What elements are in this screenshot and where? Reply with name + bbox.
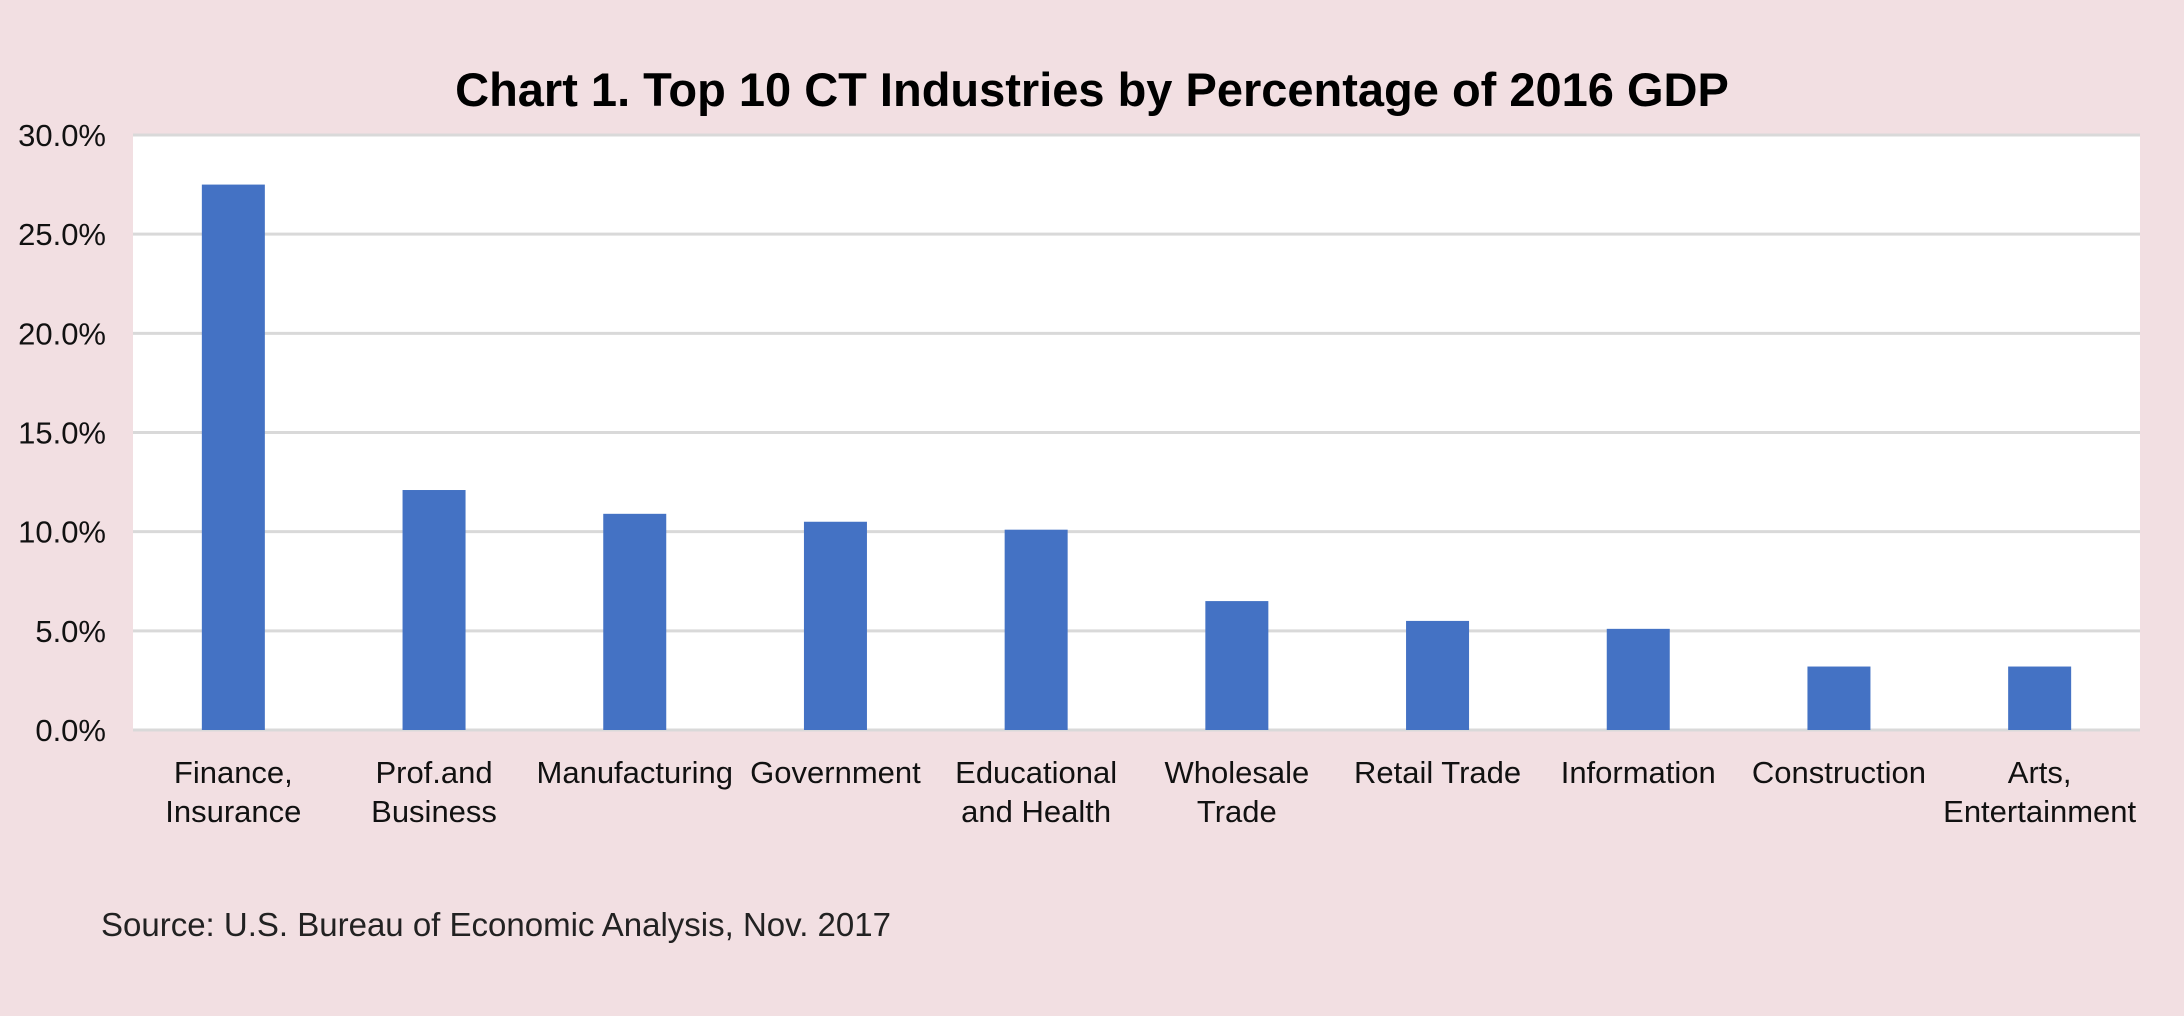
bar <box>1004 529 1068 730</box>
x-tick-label: Information <box>1561 755 1716 790</box>
bar <box>603 513 667 730</box>
x-tick-label: Retail Trade <box>1354 755 1521 790</box>
y-tick-label: 30.0% <box>18 118 106 153</box>
y-tick-label: 15.0% <box>18 416 106 451</box>
x-axis-ticks: Finance, Insurance Prof.and Business Manufac… <box>165 755 2136 829</box>
x-tick-label: Finance, Insurance <box>165 755 301 829</box>
bars <box>201 184 2072 731</box>
y-tick-label: 10.0% <box>18 515 106 550</box>
bar <box>201 184 265 731</box>
bar <box>402 490 466 730</box>
x-tick-label: Wholesale Trade <box>1164 755 1309 829</box>
x-tick-label: Government <box>750 755 921 790</box>
bar <box>1606 628 1670 730</box>
bar <box>2008 666 2072 730</box>
source-note: Source: U.S. Bureau of Economic Analysis… <box>101 906 891 943</box>
y-tick-label: 25.0% <box>18 217 106 252</box>
y-tick-label: 5.0% <box>35 614 106 649</box>
x-tick-label: Educational and Health <box>955 755 1117 829</box>
bar <box>1205 601 1269 730</box>
y-axis-ticks: 0.0% 5.0% 10.0% 15.0% 20.0% 25.0% 30.0% <box>18 118 106 748</box>
x-tick-label: Arts, Entertainment <box>1943 755 2136 829</box>
y-tick-label: 0.0% <box>35 713 106 748</box>
x-tick-label: Prof.and Business <box>371 755 497 829</box>
bar <box>803 521 867 730</box>
bar <box>1406 620 1470 730</box>
bar <box>1807 666 1871 730</box>
y-tick-label: 20.0% <box>18 316 106 351</box>
x-tick-label: Construction <box>1752 755 1926 790</box>
chart-title: Chart 1. Top 10 CT Industries by Percent… <box>455 63 1729 116</box>
gridlines <box>133 133 2140 732</box>
x-tick-label: Manufacturing <box>537 755 733 790</box>
